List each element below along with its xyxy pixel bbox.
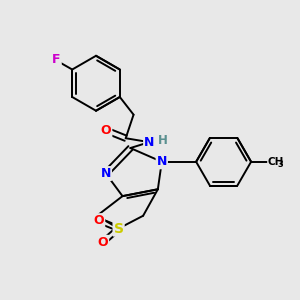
Text: CH: CH: [268, 157, 284, 167]
Text: H: H: [158, 134, 168, 147]
Text: N: N: [157, 155, 167, 168]
Text: O: O: [101, 124, 111, 137]
Text: N: N: [100, 167, 111, 180]
Text: F: F: [52, 53, 61, 66]
Text: O: O: [94, 214, 104, 227]
Text: O: O: [98, 236, 108, 249]
Text: 3: 3: [277, 160, 283, 169]
Text: S: S: [114, 221, 124, 236]
Text: N: N: [144, 136, 154, 148]
